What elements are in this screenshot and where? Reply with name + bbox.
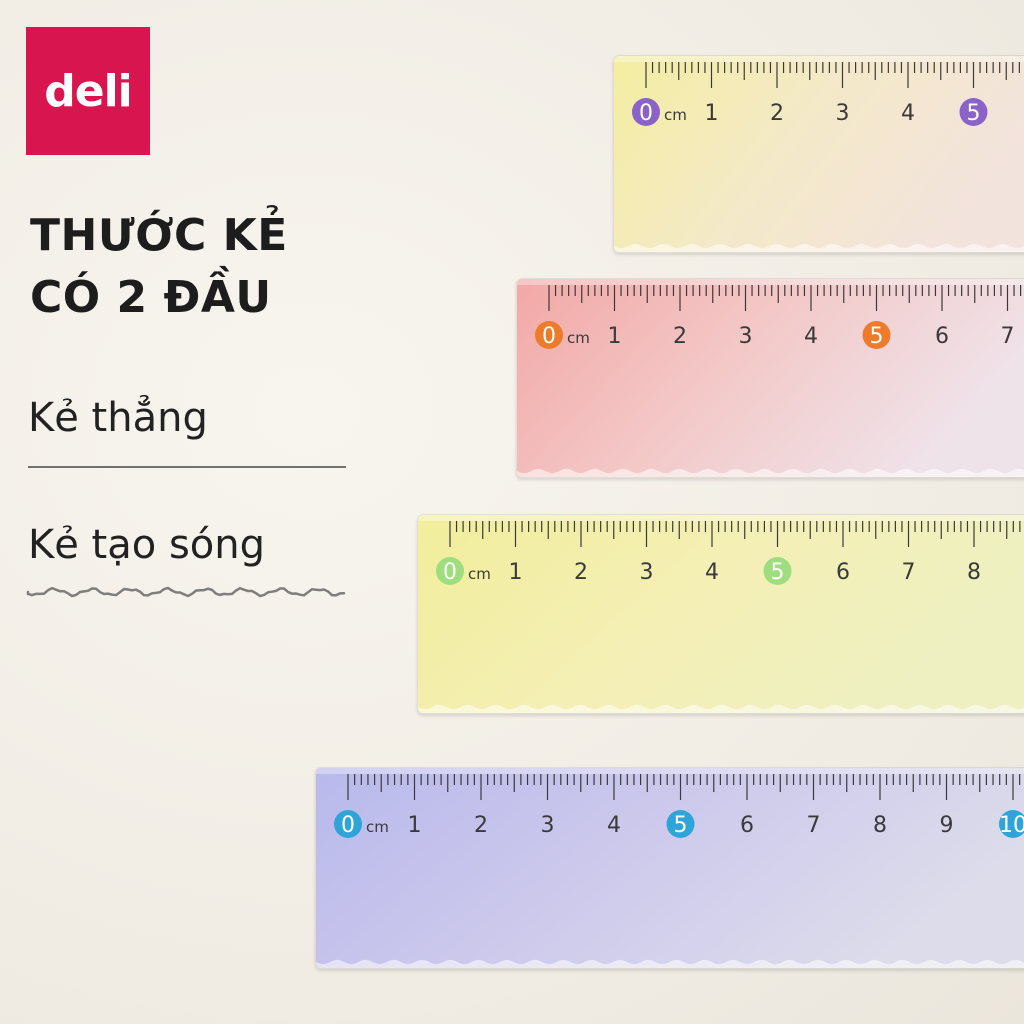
ruler-number-badge <box>535 321 563 349</box>
ruler-number-badge <box>334 810 362 838</box>
straight-line-sample <box>28 466 346 468</box>
ruler-body <box>316 768 1024 968</box>
ruler-top-edge <box>418 515 1024 521</box>
headline-line-1: THƯỚC KẺ <box>30 210 288 261</box>
ruler-unit-label: cm <box>366 818 389 836</box>
ruler-number: 7 <box>1001 324 1015 349</box>
feature-straight-label: Kẻ thẳng <box>28 395 208 441</box>
ruler-number: 3 <box>640 560 654 585</box>
ruler-wavy-edge <box>517 468 1024 477</box>
ruler-number: 10 <box>999 813 1024 838</box>
ruler-blue-cyan: 0 cm 1 2 3 4 5 6 7 8 9 10 <box>315 767 1024 969</box>
ruler-number-badge <box>862 321 891 349</box>
ruler-body <box>418 515 1024 713</box>
ruler-number: 0 <box>443 560 457 585</box>
ruler-number: 7 <box>807 813 821 838</box>
ruler-wavy-edge <box>418 704 1024 713</box>
ruler-number: 3 <box>836 101 850 126</box>
ruler-yellow-purple-graphic: 0 cm 1 2 3 4 5 <box>614 56 1024 252</box>
ruler-top-edge <box>517 279 1024 285</box>
ruler-top-edge <box>614 56 1024 62</box>
ruler-number: 6 <box>935 324 949 349</box>
ruler-top-edge <box>316 768 1024 774</box>
ruler-wavy-edge <box>614 243 1024 252</box>
ruler-number: 0 <box>542 324 556 349</box>
ruler-number: 4 <box>607 813 621 838</box>
ruler-number: 2 <box>574 560 588 585</box>
ruler-body <box>614 56 1024 252</box>
ruler-number: 1 <box>408 813 422 838</box>
ruler-number: 4 <box>804 324 818 349</box>
ruler-number: 6 <box>836 560 850 585</box>
ruler-number: 6 <box>740 813 754 838</box>
ruler-number: 9 <box>940 813 954 838</box>
ruler-number: 7 <box>902 560 916 585</box>
headline: THƯỚC KẺ CÓ 2 ĐẦU <box>30 205 288 329</box>
ruler-number: 5 <box>771 560 785 585</box>
ruler-wavy-edge <box>316 959 1024 968</box>
ruler-yellow-green: 0 cm 1 2 3 4 5 6 7 8 <box>417 514 1024 714</box>
ruler-number: 1 <box>608 324 622 349</box>
deli-logo: deli <box>26 27 150 155</box>
ruler-number: 1 <box>705 101 719 126</box>
ruler-number: 2 <box>770 101 784 126</box>
ruler-number-badge <box>763 557 792 585</box>
ruler-number-badge <box>436 557 464 585</box>
ruler-yellow-purple: 0 cm 1 2 3 4 5 <box>613 55 1024 253</box>
ruler-number-badge <box>632 98 660 126</box>
ruler-unit-label: cm <box>567 329 590 347</box>
ruler-number-badge <box>959 98 988 126</box>
ruler-pink-orange-graphic: 0 cm 1 2 3 4 5 6 7 <box>517 279 1024 477</box>
ruler-number-badge <box>666 810 695 838</box>
ruler-number: 8 <box>967 560 981 585</box>
ruler-body <box>517 279 1024 477</box>
ruler-number: 5 <box>870 324 884 349</box>
ruler-number: 4 <box>705 560 719 585</box>
ruler-number: 0 <box>639 101 653 126</box>
ruler-number: 5 <box>967 101 981 126</box>
ruler-number: 2 <box>673 324 687 349</box>
ruler-number: 5 <box>674 813 688 838</box>
ruler-number: 3 <box>739 324 753 349</box>
ruler-yellow-green-graphic: 0 cm 1 2 3 4 5 6 7 8 <box>418 515 1024 713</box>
headline-line-2: CÓ 2 ĐẦU <box>30 272 272 323</box>
ruler-number: 8 <box>873 813 887 838</box>
ruler-pink-orange: 0 cm 1 2 3 4 5 6 7 <box>516 278 1024 478</box>
feature-wavy-label: Kẻ tạo sóng <box>28 522 265 568</box>
ruler-number: 1 <box>509 560 523 585</box>
logo-text: deli <box>44 65 133 117</box>
ruler-number: 4 <box>901 101 915 126</box>
ruler-number: 3 <box>541 813 555 838</box>
ruler-unit-label: cm <box>468 565 491 583</box>
ruler-number: 2 <box>474 813 488 838</box>
ruler-number: 0 <box>341 813 355 838</box>
ruler-blue-cyan-graphic: 0 cm 1 2 3 4 5 6 7 8 9 10 <box>316 768 1024 968</box>
wavy-line-sample <box>26 586 346 598</box>
ruler-unit-label: cm <box>664 106 687 124</box>
ruler-number-badge <box>999 810 1024 838</box>
